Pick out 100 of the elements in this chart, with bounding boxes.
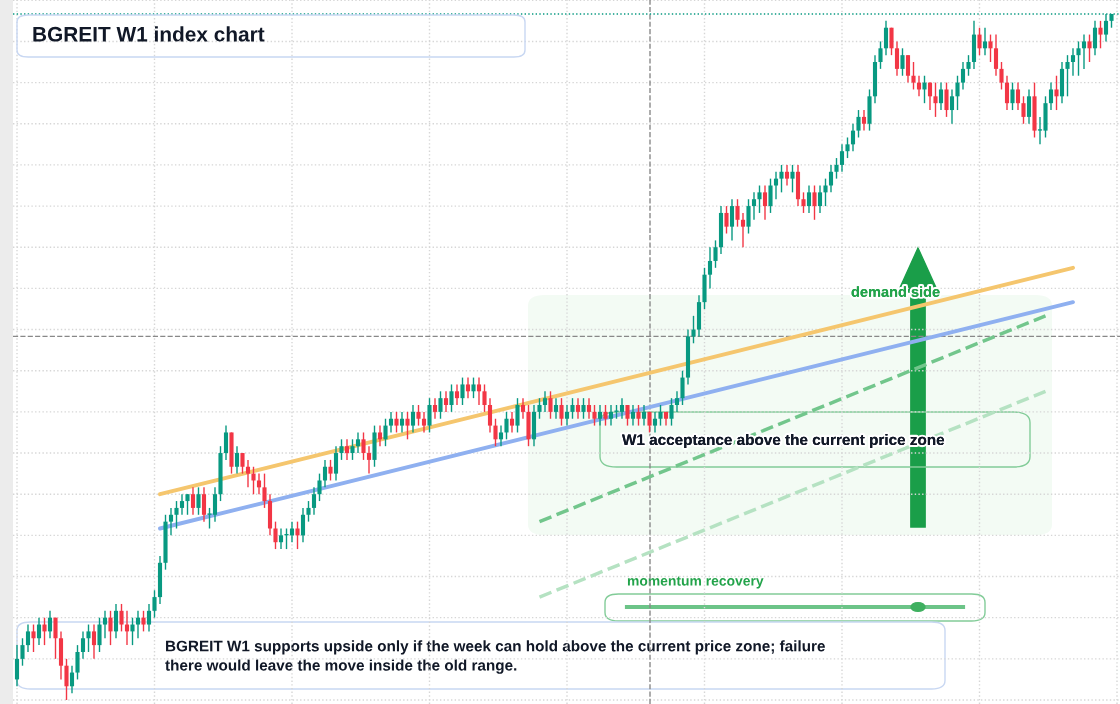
- candlestick: [889, 27, 894, 56]
- candlestick: [812, 184, 817, 221]
- candlestick: [559, 397, 564, 427]
- candlestick: [504, 411, 509, 441]
- candlestick: [273, 520, 278, 550]
- candlestick: [740, 212, 746, 248]
- candlestick: [960, 61, 966, 91]
- candlestick: [388, 411, 394, 434]
- candlestick: [97, 616, 102, 653]
- candlestick: [856, 109, 861, 139]
- candlestick: [784, 164, 790, 187]
- candlestick: [251, 466, 256, 495]
- candlestick: [405, 411, 410, 441]
- candlestick: [966, 54, 971, 77]
- candlestick: [878, 40, 883, 70]
- candlestick: [1098, 20, 1103, 49]
- candlestick: [377, 424, 383, 447]
- candlestick: [828, 164, 834, 194]
- candlestick: [933, 81, 938, 118]
- candlestick: [366, 445, 372, 475]
- candlestick: [317, 472, 322, 502]
- candlestick: [823, 177, 828, 207]
- candlestick: [295, 520, 300, 550]
- candlestick: [174, 500, 179, 530]
- candlestick: [350, 438, 355, 461]
- candlestick: [707, 246, 713, 290]
- candlestick: [108, 610, 113, 646]
- candlestick: [564, 404, 570, 427]
- candlestick: [713, 239, 718, 269]
- candlestick: [949, 88, 955, 125]
- candlestick: [724, 205, 729, 235]
- candlestick: [311, 486, 317, 516]
- candlestick: [603, 404, 608, 427]
- candlestick: [498, 424, 504, 447]
- candlestick: [278, 527, 284, 550]
- candlestick: [487, 397, 493, 434]
- candlestick: [113, 603, 119, 639]
- candlestick: [883, 20, 889, 56]
- candlestick: [834, 157, 839, 180]
- candlestick: [1021, 95, 1026, 125]
- candlestick: [31, 623, 36, 653]
- candlestick: [861, 109, 867, 132]
- candlestick: [553, 397, 559, 420]
- candlestick: [53, 616, 58, 660]
- candlestick: [454, 383, 460, 406]
- candlestick: [1087, 33, 1092, 63]
- candlestick: [806, 184, 812, 214]
- candlestick: [344, 438, 350, 461]
- candlestick: [746, 198, 751, 235]
- candlestick: [355, 431, 361, 454]
- candlestick: [542, 390, 548, 413]
- candlestick: [1076, 40, 1081, 77]
- candlestick: [102, 610, 108, 639]
- candlestick: [658, 404, 663, 427]
- candlestick: [47, 610, 53, 639]
- candlestick: [592, 404, 597, 427]
- candlestick: [674, 390, 680, 413]
- candlestick: [691, 315, 696, 344]
- candlestick: [520, 397, 526, 420]
- annotation: momentum recovery: [627, 576, 764, 589]
- candlestick: [300, 507, 306, 543]
- candlestick: [476, 376, 482, 406]
- candlestick: [130, 616, 135, 646]
- candlestick: [196, 486, 201, 516]
- candlestick: [911, 61, 916, 91]
- candlestick: [256, 472, 262, 495]
- candlestick: [141, 610, 146, 633]
- candlestick: [394, 411, 399, 434]
- candlestick: [399, 411, 405, 434]
- candlestick: [185, 493, 190, 516]
- candlestick: [245, 459, 251, 489]
- candlestick: [80, 630, 86, 660]
- candlestick: [168, 507, 174, 537]
- candlestick: [977, 27, 982, 56]
- candlestick: [801, 191, 806, 214]
- candlestick: [449, 383, 454, 413]
- candlestick: [36, 616, 42, 646]
- candlestick: [416, 404, 421, 427]
- candlestick: [427, 397, 432, 434]
- candlestick: [179, 493, 185, 516]
- candlestick: [1070, 47, 1076, 77]
- candlestick: [119, 603, 124, 633]
- candlestick: [988, 33, 993, 63]
- candlestick: [735, 198, 740, 228]
- candlestick: [146, 603, 152, 633]
- candlestick: [20, 637, 25, 667]
- candlestick: [25, 623, 31, 653]
- candlestick: [641, 404, 647, 427]
- candlestick: [443, 390, 449, 413]
- candlestick: [779, 164, 784, 194]
- candlestick: [938, 81, 944, 111]
- candlestick: [234, 445, 240, 475]
- candlestick: [729, 198, 735, 242]
- candlestick: [1054, 75, 1059, 111]
- candlestick: [69, 665, 75, 694]
- candlestick: [465, 376, 471, 399]
- candlestick: [850, 123, 856, 152]
- candlestick: [922, 75, 927, 104]
- candlestick: [630, 404, 636, 427]
- candlestick: [900, 47, 905, 77]
